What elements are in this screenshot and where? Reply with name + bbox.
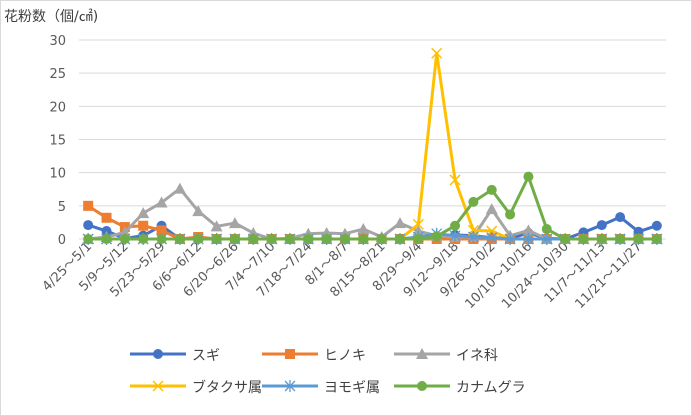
data-point xyxy=(210,220,223,232)
data-point xyxy=(413,234,424,244)
data-point xyxy=(523,171,534,182)
data-point xyxy=(395,234,406,244)
data-point xyxy=(449,229,461,242)
y-tick-label: 25 xyxy=(49,67,66,82)
legend-label: スギ xyxy=(192,348,220,364)
data-point xyxy=(119,234,130,244)
legend-item: ヒノキ xyxy=(262,348,366,364)
data-point xyxy=(339,234,350,244)
data-point xyxy=(228,217,241,229)
data-point xyxy=(266,234,277,244)
y-tick-label: 15 xyxy=(49,134,66,149)
data-point xyxy=(138,234,149,244)
data-point xyxy=(173,182,186,194)
data-point xyxy=(138,220,149,231)
data-point xyxy=(156,234,167,244)
data-point xyxy=(522,224,535,236)
y-tick-label: 10 xyxy=(49,167,66,182)
series-line xyxy=(88,187,657,241)
data-point xyxy=(615,234,626,244)
y-tick-label: 30 xyxy=(49,34,66,49)
data-point xyxy=(192,205,205,217)
data-point xyxy=(101,234,112,244)
data-point xyxy=(615,212,626,223)
legend-item: ヨモギ属 xyxy=(262,380,380,396)
data-point xyxy=(155,196,168,208)
data-point xyxy=(285,349,295,359)
y-tick-label: 0 xyxy=(58,233,66,248)
data-point xyxy=(358,234,369,244)
data-point xyxy=(83,234,94,244)
data-point xyxy=(303,234,314,244)
data-point xyxy=(596,220,607,231)
data-point xyxy=(211,234,222,244)
data-point xyxy=(321,234,332,244)
data-point xyxy=(284,234,295,244)
y-tick-label: 20 xyxy=(49,100,66,115)
data-point xyxy=(522,233,534,245)
data-point xyxy=(394,217,407,229)
data-point xyxy=(505,209,516,220)
data-point xyxy=(485,203,498,215)
series-line xyxy=(88,51,657,241)
legend-item: イネ科 xyxy=(394,348,498,364)
data-point xyxy=(431,231,442,242)
data-point xyxy=(153,349,163,359)
data-point xyxy=(376,234,387,244)
data-point xyxy=(633,234,644,244)
data-point xyxy=(174,234,185,244)
legend-item: カナムグラ xyxy=(394,380,526,396)
x-tick-label: 11/21～11/27 xyxy=(573,239,646,312)
data-point xyxy=(83,200,94,211)
data-point xyxy=(449,174,461,186)
legend-label: ヨモギ属 xyxy=(324,380,380,396)
data-point xyxy=(560,234,571,244)
data-point xyxy=(596,234,607,244)
legend-label: ヒノキ xyxy=(324,348,366,364)
series-group xyxy=(82,47,663,245)
data-point xyxy=(541,224,552,235)
legend-item: ブタクサ属 xyxy=(130,379,262,396)
data-point xyxy=(651,234,662,244)
data-point xyxy=(651,220,662,231)
data-point xyxy=(357,223,370,235)
data-point xyxy=(417,381,427,391)
data-point xyxy=(248,234,259,244)
data-point xyxy=(156,225,167,236)
series-カナムグラ xyxy=(83,171,662,244)
data-point xyxy=(468,196,479,207)
legend-label: ブタクサ属 xyxy=(192,379,262,396)
data-point xyxy=(193,234,204,244)
y-axis-label: 花粉数（個/㎠) xyxy=(4,9,98,25)
data-point xyxy=(541,233,553,245)
data-point xyxy=(284,380,296,392)
data-point xyxy=(229,234,240,244)
data-point xyxy=(450,220,461,231)
data-point xyxy=(578,234,589,244)
series-line xyxy=(88,175,657,241)
y-tick-label: 5 xyxy=(58,200,66,215)
series-ブタクサ属 xyxy=(82,47,663,245)
legend-item: スギ xyxy=(130,348,220,364)
data-point xyxy=(137,207,150,219)
data-point xyxy=(431,47,443,59)
data-point xyxy=(101,212,112,223)
legend-label: カナムグラ xyxy=(456,380,526,396)
data-point xyxy=(118,226,131,238)
data-point xyxy=(152,380,164,392)
gridlines xyxy=(79,39,666,240)
data-point xyxy=(504,233,516,245)
data-point xyxy=(486,231,498,244)
data-point xyxy=(467,231,479,244)
x-tick-labels: 4/25～5/15/9～5/125/23～5/296/6～6/126/20～6/… xyxy=(40,239,646,312)
data-point xyxy=(412,218,424,230)
data-point xyxy=(83,220,94,231)
legend-label: イネ科 xyxy=(456,348,498,364)
data-point xyxy=(486,184,497,195)
y-tick-labels: 0 5 10 15 20 25 30 xyxy=(49,34,66,248)
data-point xyxy=(416,348,428,359)
